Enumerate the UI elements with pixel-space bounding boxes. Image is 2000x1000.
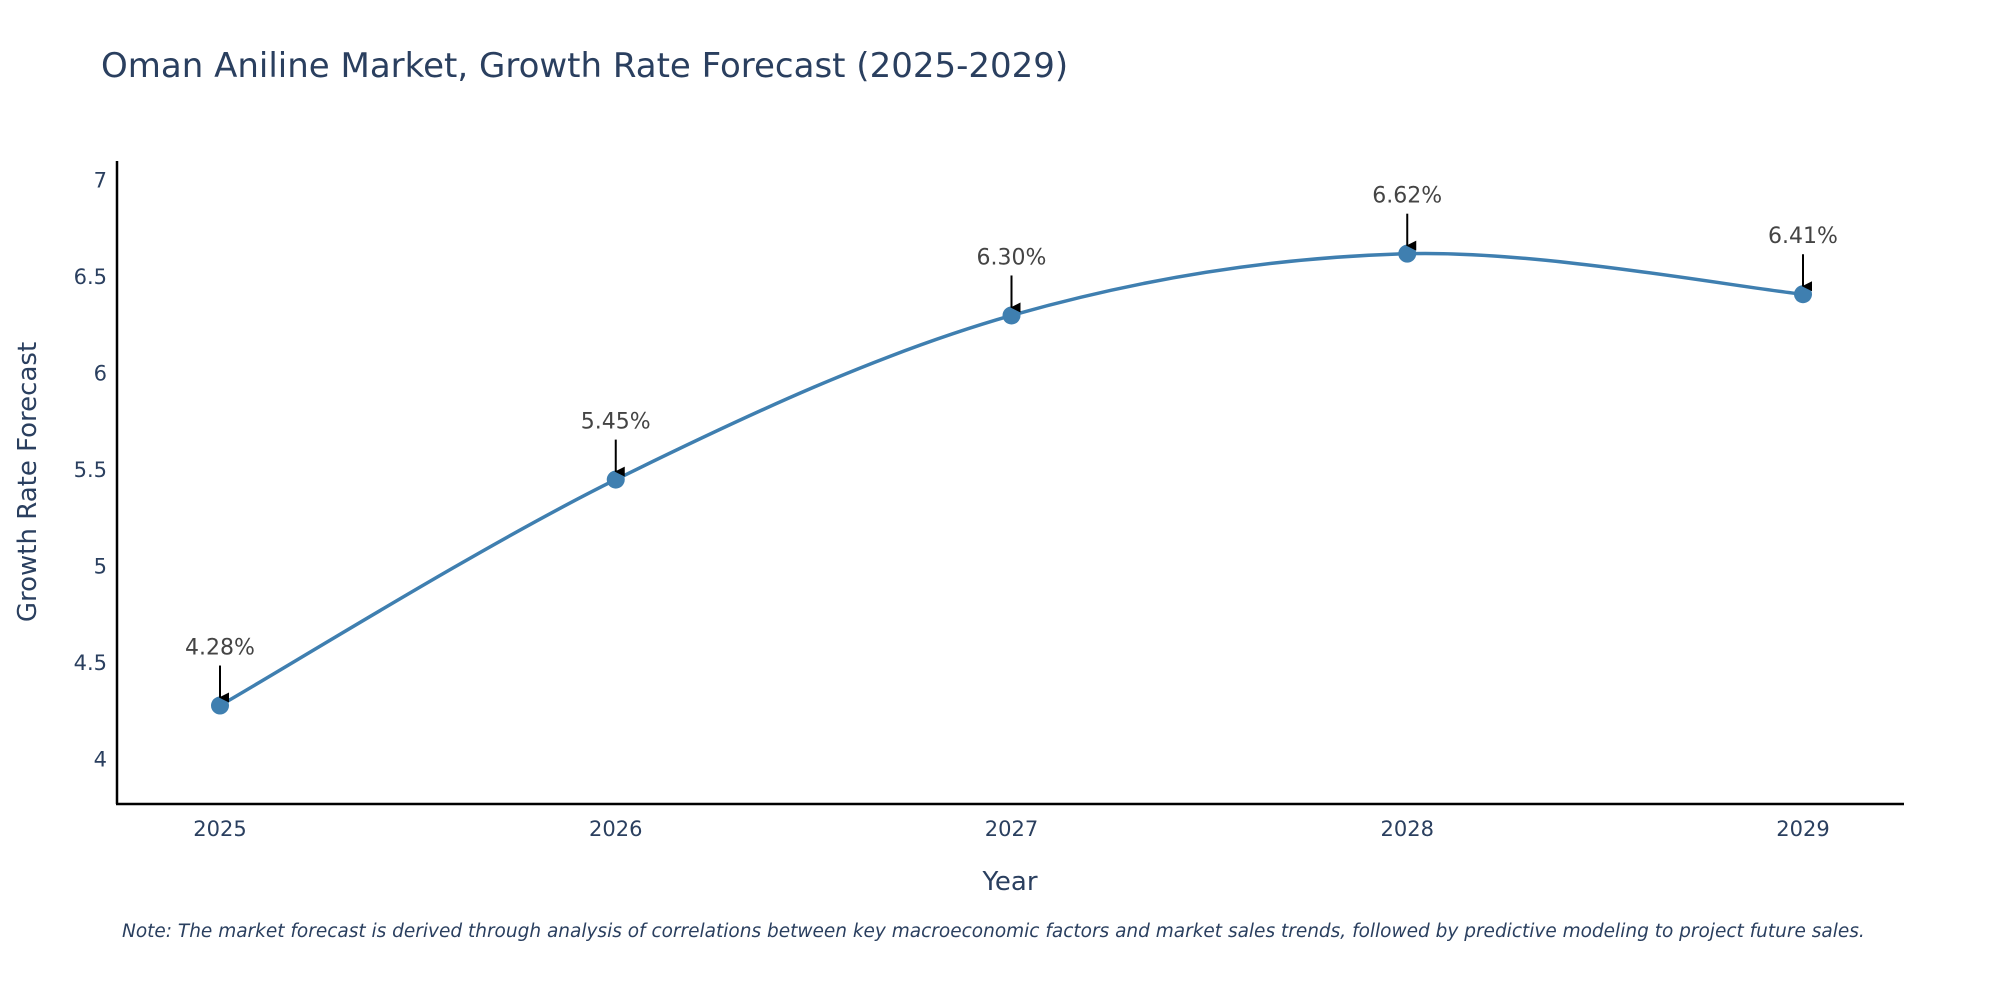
y-tick-label: 7 [94, 168, 107, 192]
data-point [1398, 244, 1417, 263]
y-tick-label: 5 [94, 554, 107, 578]
x-axis-ticks: 2025 2026 2027 2028 2029 [193, 817, 1829, 841]
x-tick-label: 2025 [193, 817, 246, 841]
data-point [606, 470, 625, 489]
data-label: 6.62% [1372, 184, 1442, 209]
y-tick-label: 6 [94, 361, 107, 385]
y-tick-label: 6.5 [74, 265, 107, 289]
data-markers [211, 244, 1812, 715]
data-point [211, 696, 229, 715]
x-tick-label: 2027 [985, 817, 1038, 841]
data-point [1794, 285, 1812, 304]
y-tick-label: 4 [94, 748, 107, 772]
data-label: 5.45% [581, 410, 651, 435]
x-tick-label: 2029 [1776, 817, 1829, 841]
data-point [1002, 306, 1021, 325]
chart-title: Oman Aniline Market, Growth Rate Forecas… [101, 46, 1069, 86]
data-label: 6.41% [1768, 224, 1838, 249]
chart-note: Note: The market forecast is derived thr… [122, 921, 1865, 942]
data-annotations: 4.28% 5.45% 6.30% 6.62% 6.41% [185, 184, 1838, 703]
x-tick-label: 2026 [589, 817, 642, 841]
x-tick-label: 2028 [1381, 817, 1434, 841]
y-tick-label: 5.5 [74, 458, 107, 482]
y-axis-ticks: 4 4.5 5 5.5 6 6.5 7 [74, 168, 107, 771]
x-axis-title: Year [981, 867, 1037, 897]
data-label: 6.30% [977, 245, 1047, 270]
y-tick-label: 4.5 [74, 651, 107, 675]
data-label: 4.28% [185, 636, 255, 661]
y-axis-title: Growth Rate Forecast [13, 342, 43, 622]
